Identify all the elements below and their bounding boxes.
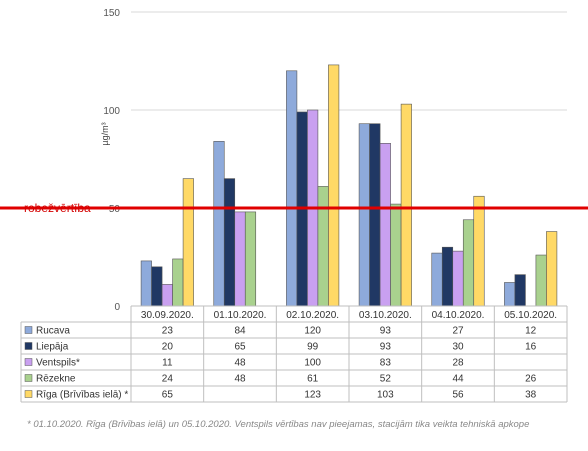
bar	[328, 64, 340, 307]
legend-series-name: Ventspils*	[36, 358, 80, 369]
table-cell: 61	[307, 374, 319, 385]
y-tick-label: 100	[103, 106, 120, 117]
table-cell: 44	[452, 374, 464, 385]
category-label: 03.10.2020.	[359, 310, 412, 321]
bar	[462, 219, 475, 307]
data-table: 30.09.2020. 01.10.2020. 02.10.2020. 03.10.2…	[20, 305, 568, 403]
bar	[151, 266, 163, 307]
table-cell: 16	[525, 342, 537, 353]
category-label: 30.09.2020.	[141, 310, 194, 321]
category-label: 04.10.2020.	[432, 310, 485, 321]
legend-series-name: Rēzekne	[36, 374, 76, 385]
y-tick-label: 150	[103, 8, 120, 19]
bar	[286, 70, 298, 307]
table-cell: 99	[307, 342, 319, 353]
bar	[390, 203, 402, 307]
table-cell: 100	[304, 358, 321, 369]
y-tick-label: 0	[114, 302, 120, 313]
table-cell: 84	[234, 326, 246, 337]
table-cell: 83	[380, 358, 392, 369]
category-label: 02.10.2020.	[286, 310, 339, 321]
bar	[504, 282, 516, 307]
legend-swatch	[24, 390, 33, 398]
table-cell: 23	[162, 326, 174, 337]
table-cell: 26	[525, 374, 537, 385]
table-cell: 27	[452, 326, 464, 337]
table-cell: 123	[304, 390, 321, 401]
bar	[379, 143, 391, 307]
gridlines	[131, 11, 567, 307]
bar	[546, 231, 558, 307]
category-label: 01.10.2020.	[214, 310, 267, 321]
bar	[431, 252, 443, 307]
bar	[213, 141, 225, 307]
legend-series-name: Rīga (Brīvības ielā) *	[36, 390, 128, 401]
table-cell: 48	[234, 358, 246, 369]
bar	[358, 123, 370, 307]
bar	[182, 178, 194, 307]
bar	[317, 186, 329, 307]
legend-series-name: Rucava	[36, 326, 70, 337]
bar	[172, 258, 184, 307]
bar	[514, 274, 526, 307]
table-cell: 93	[380, 326, 392, 337]
limit-label: robežvērtība	[24, 201, 91, 215]
category-label: 05.10.2020.	[504, 310, 557, 321]
bar	[234, 211, 246, 307]
bar	[473, 195, 485, 307]
table-cell: 65	[234, 342, 246, 353]
bar	[244, 211, 257, 307]
bar	[161, 284, 173, 307]
y-axis: 050100150	[103, 8, 120, 313]
bar	[223, 178, 236, 307]
table-cell: 48	[234, 374, 246, 385]
table-cell: 28	[452, 358, 464, 369]
table-cell: 65	[162, 390, 174, 401]
table-cell: 38	[525, 390, 537, 401]
bar	[441, 246, 454, 307]
bar	[452, 250, 464, 307]
legend-swatch	[24, 342, 33, 350]
table-cell: 20	[162, 342, 174, 353]
bars	[140, 64, 558, 307]
table-cell: 12	[525, 326, 537, 337]
table-cell: 103	[377, 390, 394, 401]
table-cell: 30	[452, 342, 464, 353]
legend-swatch	[24, 326, 33, 334]
table-cell: 56	[452, 390, 464, 401]
table-cell: 120	[304, 326, 321, 337]
y-axis-label: µg/m³	[100, 122, 110, 145]
footnote: * 01.10.2020. Rīga (Brīvības ielā) un 05…	[27, 419, 530, 430]
table-cell: 11	[162, 358, 173, 369]
legend-swatch	[24, 358, 33, 366]
bar	[535, 254, 547, 307]
table-cell: 24	[162, 374, 174, 385]
table-cell: 52	[380, 374, 392, 385]
legend-swatch	[24, 374, 33, 382]
legend-series-name: Liepāja	[36, 342, 69, 353]
bar	[140, 260, 152, 307]
bar	[369, 123, 381, 307]
bar	[400, 103, 412, 307]
table-cell: 93	[380, 342, 392, 353]
